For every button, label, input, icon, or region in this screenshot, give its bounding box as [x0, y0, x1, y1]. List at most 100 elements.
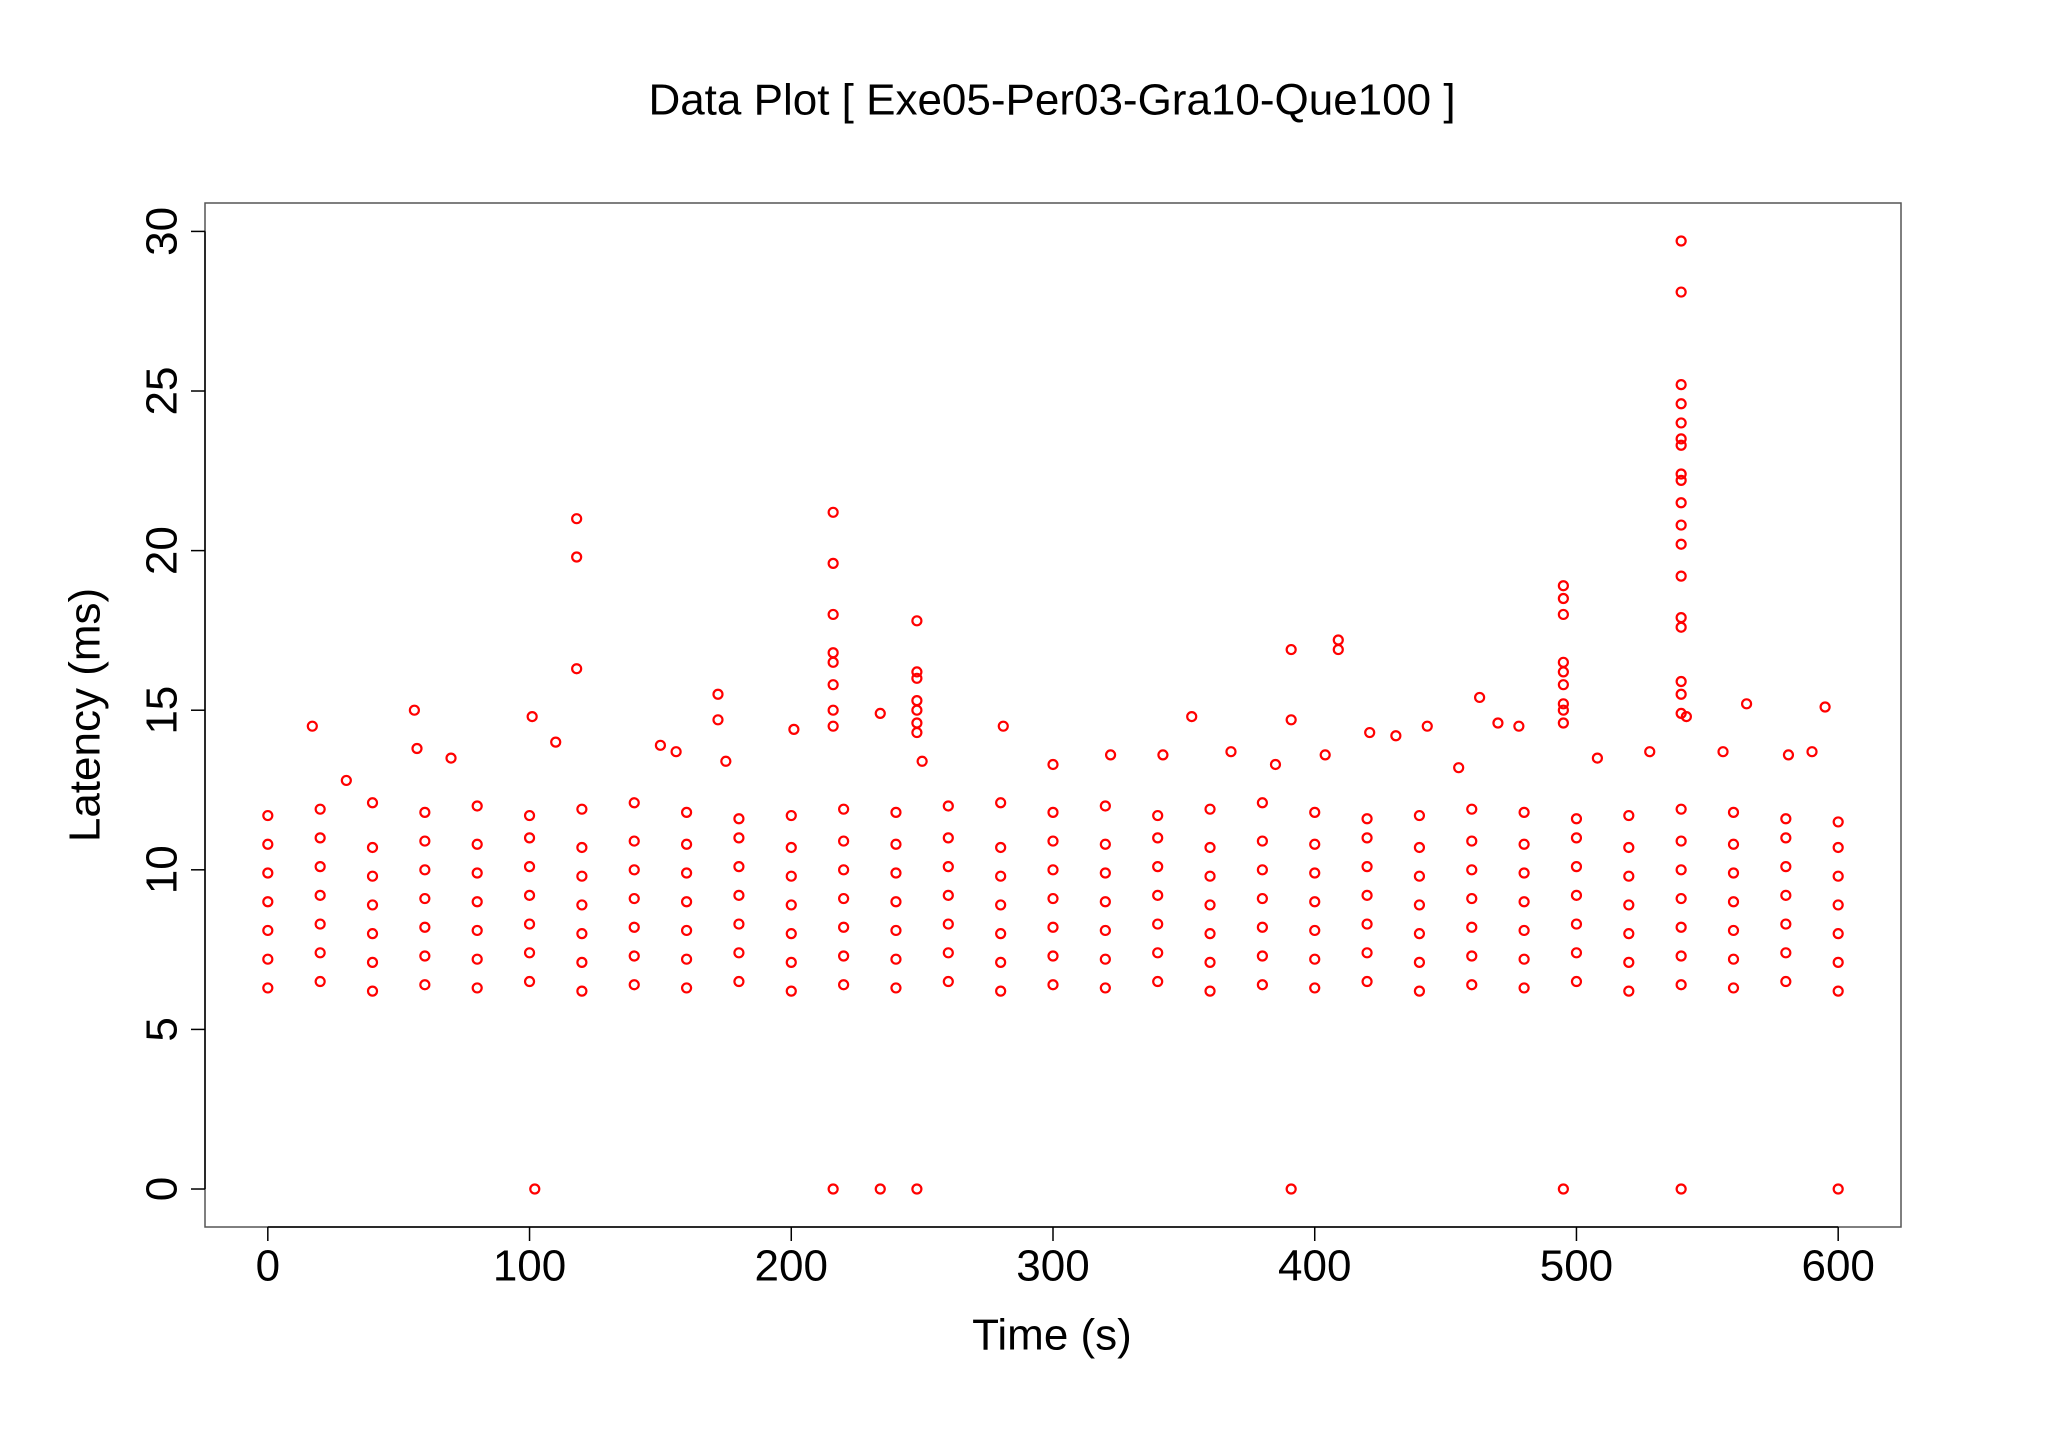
point — [628, 797, 640, 809]
point — [785, 870, 797, 882]
point — [1256, 864, 1268, 876]
point — [262, 982, 274, 994]
point — [408, 704, 420, 716]
point — [1364, 726, 1376, 739]
point — [1152, 832, 1164, 844]
point — [1466, 835, 1478, 847]
point — [1047, 864, 1059, 876]
point — [314, 889, 326, 901]
point — [1152, 918, 1164, 930]
point — [1186, 710, 1198, 723]
point — [1047, 758, 1059, 771]
point — [1780, 861, 1792, 873]
point — [1047, 979, 1059, 991]
point — [1832, 928, 1844, 940]
point — [1557, 666, 1569, 678]
point — [838, 979, 850, 991]
point — [911, 615, 923, 627]
point — [628, 979, 640, 991]
point — [526, 710, 538, 723]
point — [576, 803, 588, 815]
point — [1361, 889, 1373, 901]
point — [1570, 975, 1583, 988]
point — [1675, 519, 1687, 531]
point — [1675, 439, 1687, 451]
point — [838, 864, 850, 876]
point — [680, 924, 693, 937]
point — [1047, 921, 1059, 933]
point — [1413, 841, 1426, 854]
point — [1413, 928, 1426, 940]
point — [1591, 752, 1603, 764]
point — [576, 841, 588, 854]
point — [340, 774, 352, 787]
point — [1518, 806, 1530, 818]
point — [571, 551, 583, 563]
point — [911, 726, 923, 739]
point — [1309, 867, 1321, 879]
point — [1466, 950, 1478, 962]
point — [1518, 867, 1530, 879]
x-tick-label: 200 — [755, 1242, 828, 1291]
point — [1557, 698, 1569, 710]
point — [1332, 634, 1344, 646]
point — [785, 841, 797, 854]
point — [890, 924, 902, 937]
point — [576, 928, 588, 940]
point — [838, 950, 850, 962]
point — [523, 832, 536, 844]
point — [1225, 746, 1237, 758]
point — [1256, 797, 1268, 809]
point — [1099, 953, 1111, 965]
point — [366, 797, 379, 809]
point — [366, 928, 379, 940]
point — [1332, 643, 1344, 656]
point — [1557, 717, 1569, 729]
point — [1557, 704, 1569, 716]
point — [523, 918, 536, 930]
point — [576, 870, 588, 882]
point — [419, 979, 431, 991]
point — [1727, 896, 1740, 908]
point — [995, 870, 1007, 882]
point — [890, 896, 902, 908]
point — [1623, 841, 1635, 854]
point — [1570, 889, 1583, 901]
point — [1361, 832, 1373, 844]
point — [1675, 433, 1687, 445]
point — [1623, 809, 1635, 822]
point — [1152, 809, 1164, 822]
point — [419, 950, 431, 962]
point — [1099, 838, 1111, 850]
point — [942, 975, 954, 988]
point — [1675, 612, 1687, 624]
point — [1780, 918, 1792, 930]
point — [628, 921, 640, 933]
point — [1727, 867, 1740, 879]
point — [1518, 896, 1530, 908]
point — [838, 921, 850, 933]
point — [1256, 950, 1268, 962]
point — [628, 950, 640, 962]
point — [1152, 889, 1164, 901]
point — [419, 921, 431, 933]
point — [1570, 832, 1583, 844]
point — [1832, 870, 1844, 882]
point — [788, 723, 800, 735]
plot-frame — [204, 202, 1902, 1228]
point — [314, 947, 326, 959]
point — [1047, 835, 1059, 847]
point — [471, 867, 483, 879]
point — [1309, 982, 1321, 994]
point — [1675, 835, 1687, 847]
point — [1099, 924, 1111, 937]
point — [890, 867, 902, 879]
y-tick-label: 15 — [138, 686, 187, 735]
point — [1204, 956, 1216, 968]
point — [1780, 813, 1792, 825]
point — [529, 1183, 541, 1195]
point — [262, 896, 274, 908]
point — [1675, 892, 1687, 905]
point — [874, 1183, 886, 1195]
point — [942, 889, 954, 901]
